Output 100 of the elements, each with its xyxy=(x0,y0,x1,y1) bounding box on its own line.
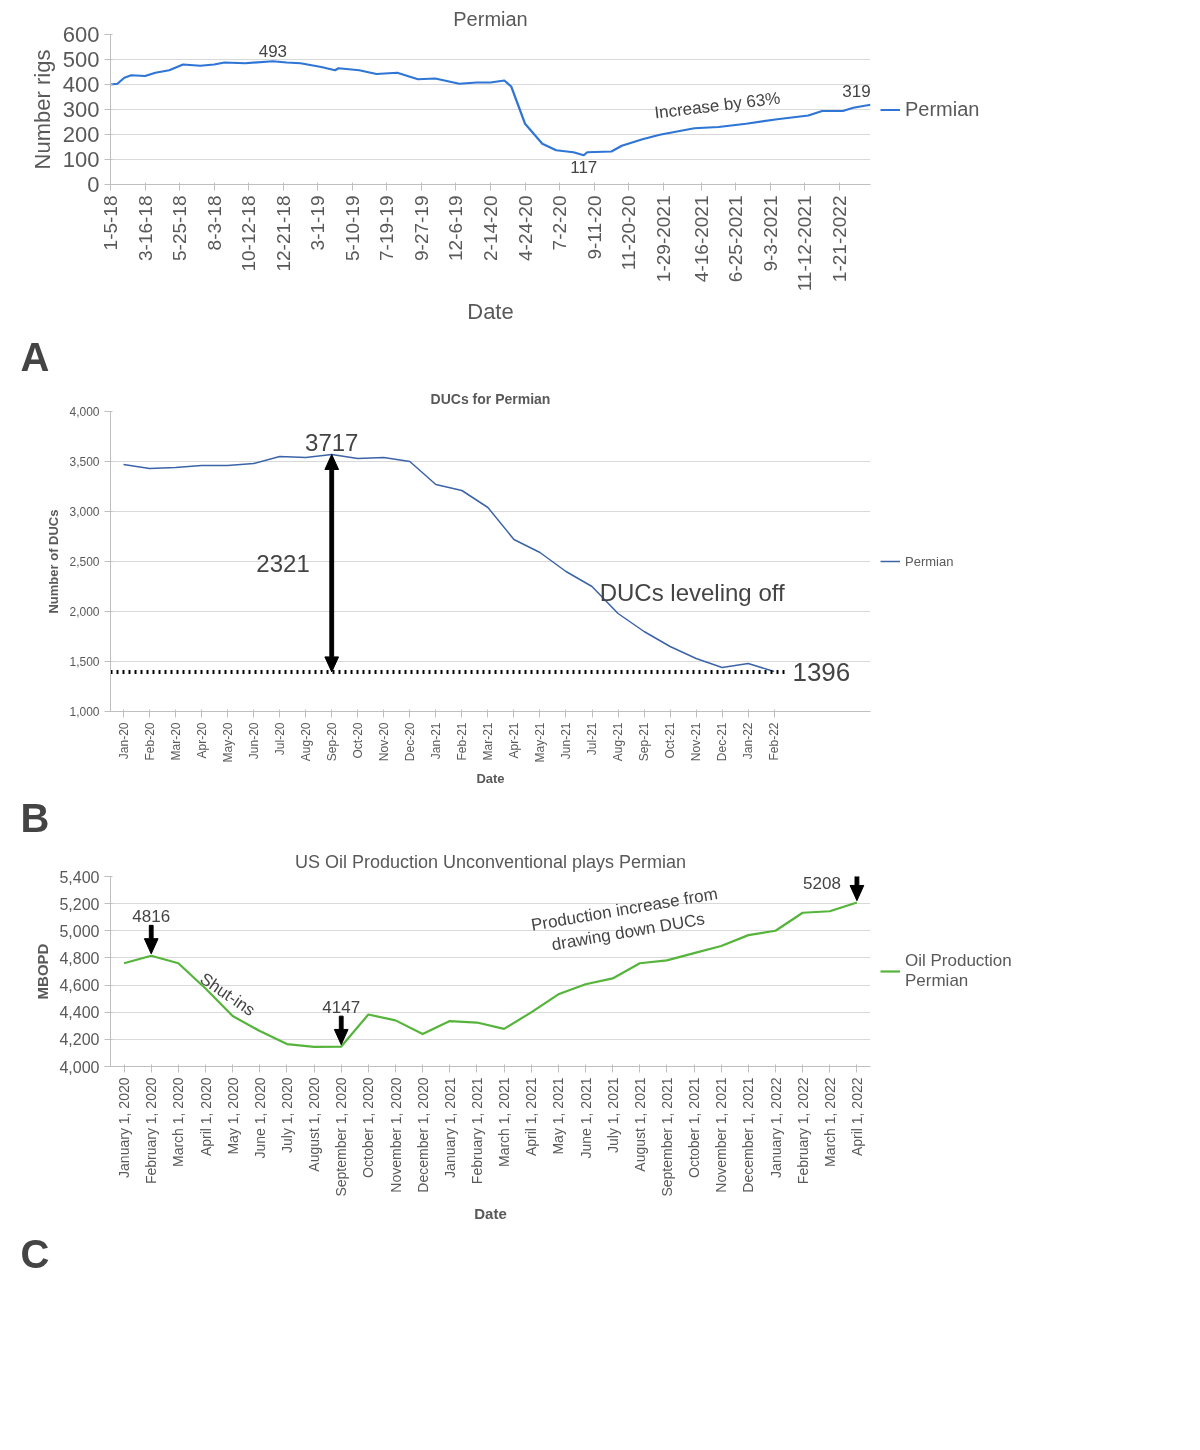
annotation: 4816 xyxy=(132,906,171,926)
annotation: Increase by 63% xyxy=(653,88,782,123)
x-tick-label: 3-1-19 xyxy=(307,195,329,251)
x-tick-label: April 1, 2021 xyxy=(523,1077,540,1157)
x-tick-label: October 1, 2020 xyxy=(360,1077,377,1178)
x-tick-label: January 1, 2021 xyxy=(441,1077,458,1178)
y-axis-title: Number of DUCs xyxy=(46,509,62,614)
x-axis-title: Date xyxy=(476,770,505,786)
x-tick-label: August 1, 2020 xyxy=(306,1077,323,1172)
y-tick-label: 300 xyxy=(62,97,100,122)
y-tick-label: 4,000 xyxy=(59,1058,100,1076)
x-tick-label: Dec-20 xyxy=(402,722,417,762)
x-tick-label: February 1, 2021 xyxy=(468,1077,485,1185)
line-series xyxy=(110,60,871,157)
x-tick-label: April 1, 2022 xyxy=(848,1077,865,1157)
annotation: 3717 xyxy=(305,428,359,456)
y-tick-label: 2,000 xyxy=(69,605,100,619)
x-tick-label: Oct-20 xyxy=(350,722,365,759)
annotation: 4147 xyxy=(322,997,361,1017)
x-tick-label: Mar-20 xyxy=(168,722,183,761)
chart-title: DUCs for Permian xyxy=(430,390,551,407)
y-tick-label: 5,400 xyxy=(59,868,100,886)
y-tick-label: 1,000 xyxy=(69,705,100,719)
x-tick-label: Oct-21 xyxy=(663,722,678,759)
x-tick-label: November 1, 2021 xyxy=(713,1077,730,1193)
annotation: 319 xyxy=(842,81,871,101)
x-tick-label: Feb-20 xyxy=(142,722,157,761)
y-tick-label: 4,600 xyxy=(59,977,100,995)
chart-title: US Oil Production Unconventional plays Permian xyxy=(294,851,687,872)
legend-label: Oil Production Permian xyxy=(905,951,1012,991)
x-tick-label: Feb-21 xyxy=(454,722,469,761)
x-tick-label: 2-14-20 xyxy=(480,195,501,261)
y-tick-label: 100 xyxy=(62,147,100,172)
legend-label: Permian xyxy=(905,97,980,121)
x-tick-label: May-20 xyxy=(220,722,235,763)
x-tick-label: October 1, 2021 xyxy=(686,1077,703,1178)
y-tick-label: 200 xyxy=(62,122,100,147)
x-tick-label: July 1, 2021 xyxy=(604,1077,621,1153)
x-tick-label: Sep-20 xyxy=(324,722,339,762)
x-tick-label: Jun-21 xyxy=(558,722,573,760)
x-tick-label: Apr-21 xyxy=(506,722,521,759)
x-tick-label: 6-25-2021 xyxy=(725,195,747,283)
x-tick-label: 9-27-19 xyxy=(410,195,432,261)
x-tick-label: April 1, 2020 xyxy=(197,1077,214,1157)
annotation: DUCs leveling off xyxy=(599,578,785,606)
y-axis-title: MBOPD xyxy=(34,943,52,1000)
x-tick-label: 11-20-20 xyxy=(618,195,640,271)
x-tick-label: January 1, 2022 xyxy=(767,1077,784,1178)
x-tick-label: Jan-21 xyxy=(428,722,443,760)
annotation: 117 xyxy=(570,158,598,178)
x-tick-label: 1-29-2021 xyxy=(652,195,674,283)
x-tick-label: 9-11-20 xyxy=(583,195,605,260)
x-tick-label: 7-19-19 xyxy=(376,195,398,261)
y-tick-label: 4,800 xyxy=(59,949,100,967)
y-tick-label: 3,000 xyxy=(69,505,100,519)
y-tick-label: 4,000 xyxy=(69,405,100,419)
x-tick-label: Dec-21 xyxy=(715,722,730,762)
x-tick-label: 1-21-2022 xyxy=(828,195,850,283)
chart-title: Permian xyxy=(453,7,528,30)
y-tick-label: 600 xyxy=(62,22,100,47)
x-tick-label: June 1, 2020 xyxy=(251,1077,268,1159)
y-tick-label: 5,200 xyxy=(59,895,100,913)
x-tick-label: February 1, 2020 xyxy=(143,1077,160,1185)
x-tick-label: November 1, 2020 xyxy=(387,1077,404,1193)
x-tick-label: June 1, 2021 xyxy=(577,1077,594,1159)
x-tick-label: March 1, 2022 xyxy=(821,1077,838,1167)
x-tick-label: 11-12-2021 xyxy=(794,195,816,292)
y-tick-label: 3,500 xyxy=(69,455,100,469)
x-tick-label: Apr-20 xyxy=(194,722,209,759)
y-tick-label: 400 xyxy=(62,72,100,97)
x-tick-label: Mar-21 xyxy=(480,722,495,761)
x-tick-label: Jan-20 xyxy=(116,722,131,760)
text: C xyxy=(20,1231,50,1276)
x-tick-label: Jul-20 xyxy=(272,722,287,756)
x-tick-label: 9-3-2021 xyxy=(759,195,781,272)
x-tick-label: Jan-22 xyxy=(741,722,756,760)
x-tick-label: 7-2-20 xyxy=(548,195,570,251)
x-axis-title: Date xyxy=(467,299,514,325)
x-tick-label: May-21 xyxy=(532,722,547,763)
x-tick-label: 4-16-2021 xyxy=(690,195,712,283)
annotation: 493 xyxy=(258,42,288,62)
x-tick-label: 1-5-18 xyxy=(100,195,121,251)
y-tick-label: 1,500 xyxy=(69,655,100,669)
x-tick-label: Aug-21 xyxy=(611,722,626,762)
annotation: 5208 xyxy=(803,873,841,893)
x-tick-label: May 1, 2021 xyxy=(550,1077,567,1155)
text: A xyxy=(20,334,50,379)
y-tick-label: 4,200 xyxy=(59,1031,100,1049)
x-tick-label: Sep-21 xyxy=(637,722,652,762)
annotation: 2321 xyxy=(256,549,310,577)
x-tick-label: 12-6-19 xyxy=(445,195,467,261)
text: B xyxy=(20,795,50,840)
y-axis-title: Number rigs xyxy=(29,49,55,170)
x-tick-label: 8-3-18 xyxy=(203,195,225,251)
x-tick-label: 3-16-18 xyxy=(134,195,156,261)
x-tick-label: July 1, 2020 xyxy=(278,1077,295,1153)
y-tick-label: 2,500 xyxy=(69,555,100,569)
x-tick-label: January 1, 2020 xyxy=(116,1077,133,1178)
ref-line-label: 1396 xyxy=(792,656,851,687)
x-tick-label: Nov-20 xyxy=(376,722,391,762)
